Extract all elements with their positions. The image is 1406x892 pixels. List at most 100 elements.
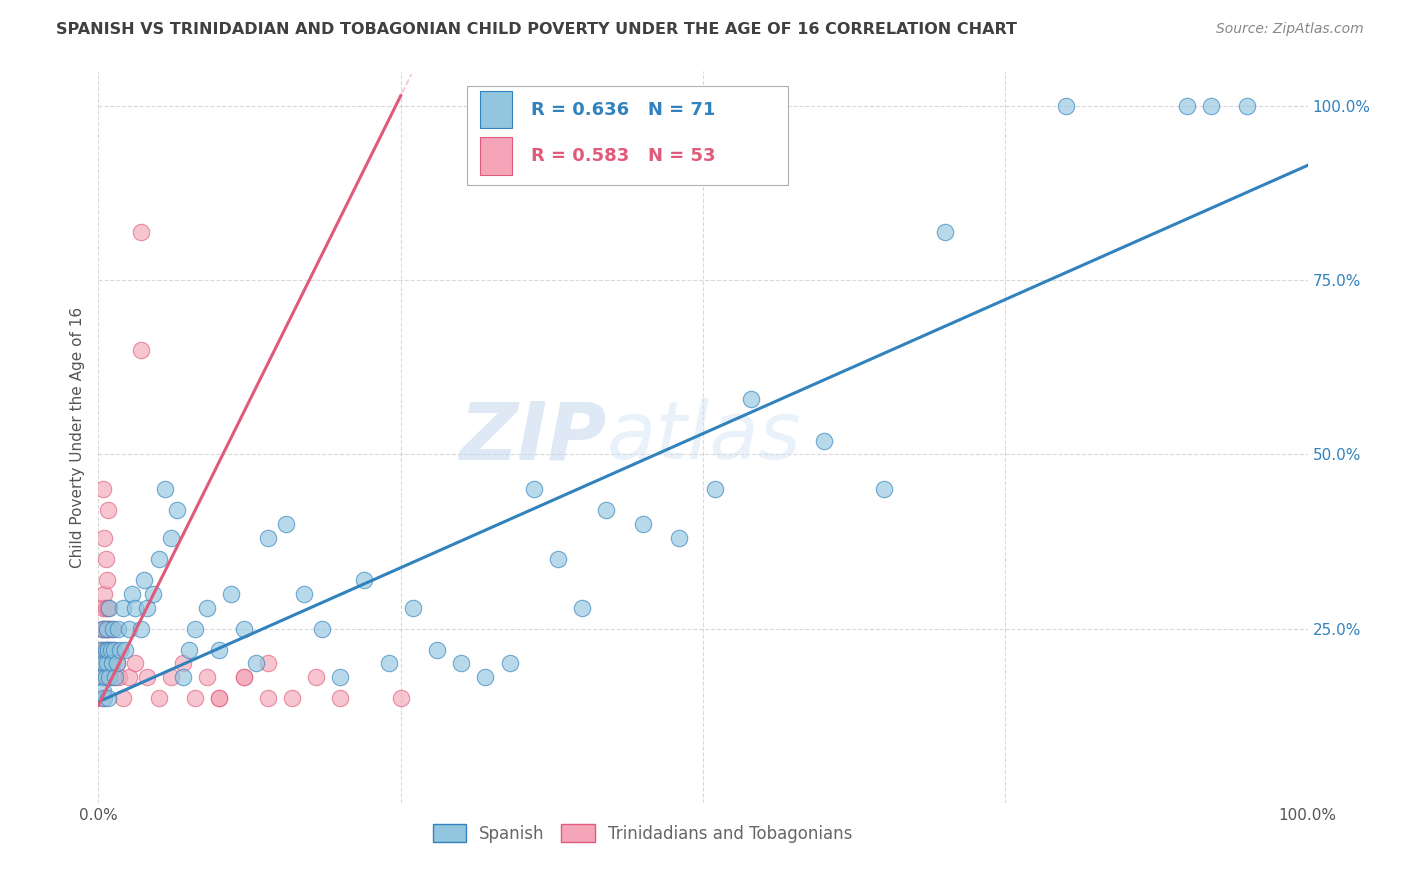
Point [121, 587, 143, 601]
Text: Source: ZipAtlas.com: Source: ZipAtlas.com [1216, 22, 1364, 37]
Point [108, 670, 131, 684]
Point [281, 691, 304, 706]
Point [93, 587, 115, 601]
Point [93, 531, 115, 545]
Legend: Spanish, Trinidadians and Tobagonians: Spanish, Trinidadians and Tobagonians [426, 818, 859, 849]
Point [704, 483, 727, 497]
Point [94, 622, 117, 636]
Point [305, 670, 328, 684]
Point [934, 225, 956, 239]
Point [124, 657, 146, 671]
Point [90, 670, 112, 684]
Point [98, 670, 121, 684]
Point [389, 691, 412, 706]
Point [89, 657, 111, 671]
Point [105, 657, 128, 671]
Point [100, 657, 122, 671]
Point [184, 622, 207, 636]
Point [91, 642, 114, 657]
Point [96, 622, 118, 636]
Point [142, 587, 165, 601]
Point [104, 670, 127, 684]
Point [97, 600, 120, 615]
Point [184, 691, 207, 706]
Point [245, 657, 267, 671]
Point [256, 657, 278, 671]
Point [426, 642, 449, 657]
Point [135, 600, 157, 615]
Point [91, 691, 114, 706]
Point [91, 622, 114, 636]
Point [668, 531, 690, 545]
Point [172, 670, 194, 684]
Text: ZIP: ZIP [458, 398, 606, 476]
Point [208, 691, 231, 706]
Point [474, 670, 496, 684]
Point [232, 622, 254, 636]
Point [97, 642, 120, 657]
Point [232, 670, 254, 684]
Point [402, 600, 425, 615]
Point [195, 670, 218, 684]
Point [292, 587, 315, 601]
Point [96, 573, 118, 587]
Point [96, 657, 118, 671]
Point [208, 691, 231, 706]
Point [91, 670, 114, 684]
Point [813, 434, 835, 448]
Point [160, 670, 183, 684]
Point [1175, 99, 1198, 113]
Point [93, 657, 115, 671]
Point [94, 600, 117, 615]
Point [101, 622, 124, 636]
Point [90, 657, 112, 671]
Point [97, 642, 120, 657]
Point [93, 691, 115, 706]
Point [97, 691, 120, 706]
Point [97, 503, 120, 517]
Point [91, 600, 114, 615]
Point [1054, 99, 1077, 113]
Point [98, 622, 121, 636]
Point [740, 392, 762, 406]
Point [129, 225, 152, 239]
Point [148, 691, 170, 706]
Point [118, 622, 141, 636]
Point [94, 642, 117, 657]
Point [172, 657, 194, 671]
Text: atlas: atlas [606, 398, 801, 476]
Point [221, 587, 243, 601]
Point [160, 531, 183, 545]
Point [129, 622, 152, 636]
Point [107, 622, 129, 636]
Point [311, 622, 333, 636]
Point [111, 691, 134, 706]
Point [91, 483, 114, 497]
Point [100, 622, 122, 636]
Point [134, 573, 156, 587]
Point [91, 670, 114, 684]
Point [329, 670, 352, 684]
Point [94, 670, 117, 684]
Point [103, 642, 125, 657]
Point [124, 600, 146, 615]
Point [135, 670, 157, 684]
Point [91, 642, 114, 657]
Point [329, 691, 352, 706]
Point [129, 343, 152, 357]
Point [103, 642, 125, 657]
Point [111, 600, 134, 615]
Point [108, 642, 131, 657]
Point [232, 670, 254, 684]
Point [166, 503, 188, 517]
Point [1199, 99, 1222, 113]
Point [98, 600, 121, 615]
Point [98, 657, 121, 671]
Point [256, 691, 278, 706]
Text: SPANISH VS TRINIDADIAN AND TOBAGONIAN CHILD POVERTY UNDER THE AGE OF 16 CORRELAT: SPANISH VS TRINIDADIAN AND TOBAGONIAN CH… [56, 22, 1017, 37]
Point [118, 670, 141, 684]
Point [274, 517, 297, 532]
Point [148, 552, 170, 566]
Point [571, 600, 593, 615]
Point [353, 573, 375, 587]
